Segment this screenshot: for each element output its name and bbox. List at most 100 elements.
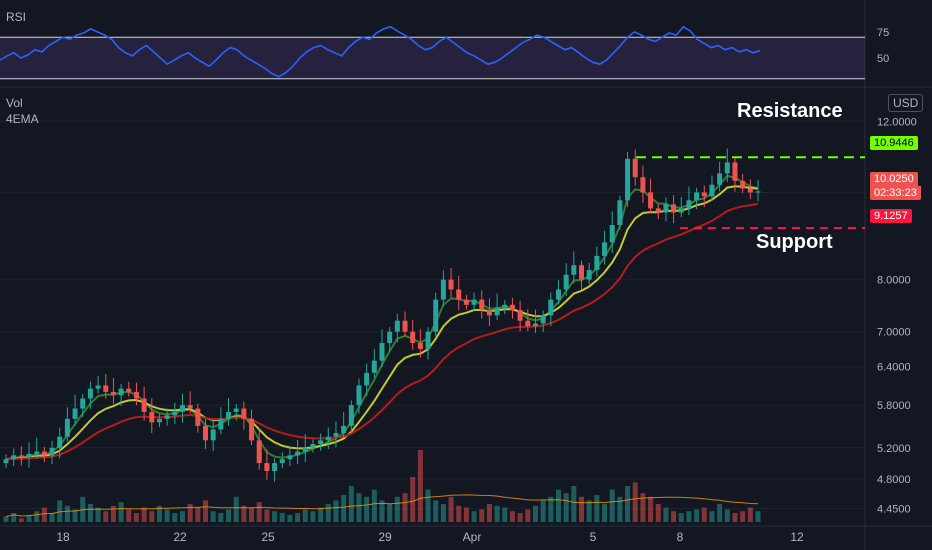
volume-bar [724, 509, 730, 522]
volume-ma-line [5, 494, 759, 518]
volume-bar [379, 500, 385, 522]
candle-body [49, 447, 55, 456]
volume-bar [133, 513, 139, 522]
volume-bar [602, 504, 608, 522]
volume-bar [41, 507, 47, 522]
last-price-tag: 10.0250 [870, 172, 918, 186]
volume-bar [57, 500, 63, 522]
candle-body [555, 289, 561, 300]
volume-bar [318, 507, 324, 522]
volume-bar [187, 504, 193, 522]
volume-bar [126, 509, 132, 522]
candle-body [532, 323, 538, 327]
time-tick-label: 12 [790, 530, 804, 544]
volume-bar [655, 504, 661, 522]
volume-bar [218, 513, 224, 522]
candle-body [717, 173, 723, 185]
time-tick-label: 8 [677, 530, 684, 544]
candle-body [609, 225, 615, 243]
candle-body [440, 279, 446, 300]
time-tick-label: 22 [173, 530, 187, 544]
candle-body [149, 411, 155, 423]
candle-body [379, 343, 385, 361]
candle-body [133, 391, 139, 399]
candle-body [479, 299, 485, 311]
candle-body [87, 388, 93, 399]
candle-body [394, 320, 400, 332]
candle-body [172, 411, 178, 416]
volume-bar [149, 511, 155, 522]
candle-body [732, 162, 738, 181]
volume-bar [156, 505, 162, 522]
currency-badge[interactable]: USD [888, 94, 924, 112]
volume-bar [348, 486, 354, 522]
candle-body [241, 408, 247, 419]
volume-bar [425, 489, 431, 522]
volume-bar [72, 509, 78, 522]
candle-body [325, 436, 331, 441]
candle-body [448, 279, 454, 290]
candle-body [678, 208, 684, 213]
volume-bar [272, 511, 278, 522]
volume-bar [717, 504, 723, 522]
volume-bar [295, 513, 301, 522]
axes: 75 50 4.4500 4.8000 5.2000 5.8000 6.4000 7.0000… [56, 27, 916, 544]
volume-bar [709, 511, 715, 522]
rsi-band [0, 37, 865, 79]
candle-body [41, 451, 47, 456]
volume-bar [364, 496, 370, 522]
candle-body [494, 307, 500, 316]
volume-bar [302, 509, 308, 522]
volume-bar [732, 513, 738, 522]
volume-bar [579, 496, 585, 522]
candle-body [141, 398, 147, 412]
candle-body [509, 304, 515, 311]
volume-bar [49, 513, 55, 522]
volume-bar [586, 500, 592, 522]
candle-body [72, 408, 78, 419]
volume-bar [341, 495, 347, 522]
volume-bar [241, 505, 247, 522]
time-tick-label: Apr [463, 530, 482, 544]
candle-body [11, 455, 17, 460]
resistance-price-tag: 10.9446 [870, 136, 918, 150]
volume-bar [333, 500, 339, 522]
rsi-line [0, 25, 761, 78]
candle-body [709, 184, 715, 197]
candle-body [371, 360, 377, 373]
price-tick-label: 4.8000 [877, 474, 911, 486]
ema-slow-line [5, 202, 759, 461]
candle-body [471, 299, 477, 305]
candle-body [740, 180, 746, 189]
volume-bar [563, 493, 569, 522]
volume-bar [625, 486, 631, 522]
volume-bar [203, 500, 209, 522]
resistance-annotation: Resistance [737, 100, 843, 122]
candle-body [318, 440, 324, 445]
volume-bar [640, 493, 646, 522]
candle-body [287, 455, 293, 460]
candle-body [563, 274, 569, 290]
candle-body [195, 408, 201, 426]
volume-bar [87, 504, 93, 522]
candle-body [126, 388, 132, 392]
candle-body [164, 415, 170, 419]
volume-bar [195, 507, 201, 522]
candle-body [341, 425, 347, 434]
volume-bar [532, 505, 538, 522]
volume-bar [433, 500, 439, 522]
candle-body [18, 455, 24, 457]
candle-body [210, 429, 216, 441]
volume-bar [747, 507, 753, 522]
volume-bar [686, 511, 692, 522]
price-tick-label: 5.8000 [877, 400, 911, 412]
rsi-label: RSI [6, 10, 27, 24]
candle-body [233, 408, 239, 412]
volume-bar [226, 509, 232, 522]
candle-body [755, 191, 761, 193]
volume-bar [509, 511, 515, 522]
candle-body [456, 289, 462, 300]
ema-label: 4EMA [6, 112, 39, 126]
candle-body [648, 192, 654, 209]
time-tick-label: 25 [261, 530, 275, 544]
